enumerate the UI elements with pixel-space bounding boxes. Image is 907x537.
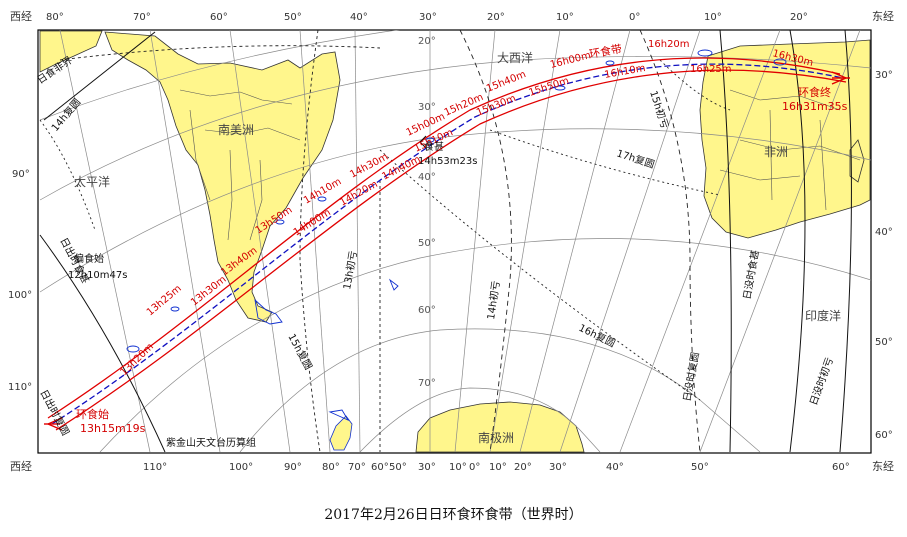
map-caption: 2017年2月26日日环食环食带（世界时） — [324, 507, 583, 523]
annular-band-label: 环食带 — [588, 41, 623, 61]
annular-start-time: 13h15m19s — [80, 422, 146, 435]
antarctica-land — [415, 401, 585, 453]
latitude-labels: 90° 100° 110° 30° 40° 50° 60° — [8, 70, 893, 441]
end-marker-icon — [831, 71, 847, 85]
bottom-lon: 10° — [449, 462, 467, 473]
bottom-lon: 20° — [514, 462, 532, 473]
path-north-limit — [47, 57, 841, 419]
partial-start-label: 偏食始 — [74, 252, 104, 265]
north-south-america-tip — [39, 30, 103, 73]
annular-end-label: 环食终 — [798, 85, 831, 99]
greatest-time: 14h53m23s — [418, 156, 477, 167]
partial-isochrones — [39, 30, 731, 453]
right-lat: 30° — [875, 70, 893, 81]
antarctic-peninsula — [329, 415, 353, 451]
path-time: 16h25m — [690, 64, 732, 75]
region-antarctica: 南极洲 — [478, 430, 514, 445]
right-lat: 60° — [875, 430, 893, 441]
corner-bottom-left: 西经 — [10, 460, 32, 473]
bottom-longitude-labels: 110° 100° 90° 80° 70° 60° 50° 30° 10° 0°… — [143, 462, 850, 473]
annular-start-label: 环食始 — [76, 407, 109, 421]
bottom-lon: 80° — [322, 462, 340, 473]
region-labels: 南美洲 太平洋 大西洋 非洲 印度洋 南极洲 — [74, 50, 841, 445]
parallel-labels: 20° 30° 40° 50° 60° 70° — [418, 36, 436, 389]
bottom-lon: 100° — [229, 462, 253, 473]
bottom-lon: 50° — [389, 462, 407, 473]
corner-top-left: 西经 — [10, 10, 32, 23]
bottom-lon: 60° — [371, 462, 389, 473]
region-africa: 非洲 — [764, 145, 788, 159]
path-central-line — [51, 63, 844, 425]
parallel-label: 20° — [418, 36, 436, 47]
madagascar-land — [849, 139, 865, 183]
bottom-lon: 0° — [469, 462, 480, 473]
bottom-lon: 50° — [691, 462, 709, 473]
parallel-label: 70° — [418, 378, 436, 389]
bottom-lon: 30° — [418, 462, 436, 473]
top-lon: 20° — [487, 12, 505, 23]
bottom-lon: 30° — [549, 462, 567, 473]
bottom-lon: 70° — [348, 462, 366, 473]
credit-label: 紫金山天文台历算组 — [166, 436, 256, 449]
south-america-land — [104, 31, 341, 323]
graticule — [39, 30, 871, 453]
top-lon: 60° — [210, 12, 228, 23]
top-lon: 30° — [419, 12, 437, 23]
country-borders — [179, 89, 861, 241]
bottom-lon: 10° — [489, 462, 507, 473]
top-lon: 10° — [556, 12, 574, 23]
region-atlantic: 大西洋 — [497, 50, 533, 65]
path-time: 16h20m — [648, 39, 690, 50]
africa-land — [699, 39, 871, 239]
top-lon: 50° — [284, 12, 302, 23]
parallel-label: 60° — [418, 305, 436, 316]
top-lon: 10° — [704, 12, 722, 23]
top-lon: 70° — [133, 12, 151, 23]
top-lon: 0° — [629, 12, 640, 23]
left-lat: 110° — [8, 382, 32, 393]
region-pacific: 太平洋 — [74, 174, 110, 189]
greatest-marker-icon — [419, 135, 427, 149]
annular-end-time: 16h31m35s — [782, 100, 848, 113]
corner-bottom-right: 东经 — [872, 460, 894, 473]
region-indian-ocean: 印度洋 — [805, 308, 841, 323]
right-lat: 50° — [875, 337, 893, 348]
bottom-lon: 60° — [832, 462, 850, 473]
land-layer — [39, 30, 871, 453]
parallel-label: 50° — [418, 238, 436, 249]
parallel-label: 40° — [418, 172, 436, 183]
bottom-lon: 90° — [284, 462, 302, 473]
top-lon: 20° — [790, 12, 808, 23]
bottom-lon: 40° — [606, 462, 624, 473]
event-markers — [44, 71, 850, 431]
island-marks — [126, 49, 787, 421]
top-longitude-labels: 80° 70° 60° 50° 40° 30° 20° 10° 0° 10° 2… — [46, 12, 808, 23]
region-south-america: 南美洲 — [218, 122, 254, 137]
left-lat: 90° — [12, 169, 30, 180]
right-lat: 40° — [875, 227, 893, 238]
annular-path — [47, 57, 847, 431]
bottom-lon: 110° — [143, 462, 167, 473]
start-marker-icon — [47, 417, 63, 431]
event-annotations: 环食始 13h15m19s 环食终 16h31m35s 食甚 14h53m23s… — [68, 85, 848, 435]
parallel-label: 30° — [418, 102, 436, 113]
top-lon: 40° — [350, 12, 368, 23]
path-south-limit — [55, 69, 847, 431]
corner-top-right: 东经 — [872, 10, 894, 23]
top-lon: 80° — [46, 12, 64, 23]
left-lat: 100° — [8, 290, 32, 301]
partial-start-time: 12h10m47s — [68, 270, 127, 281]
greatest-label: 食甚 — [424, 140, 444, 153]
